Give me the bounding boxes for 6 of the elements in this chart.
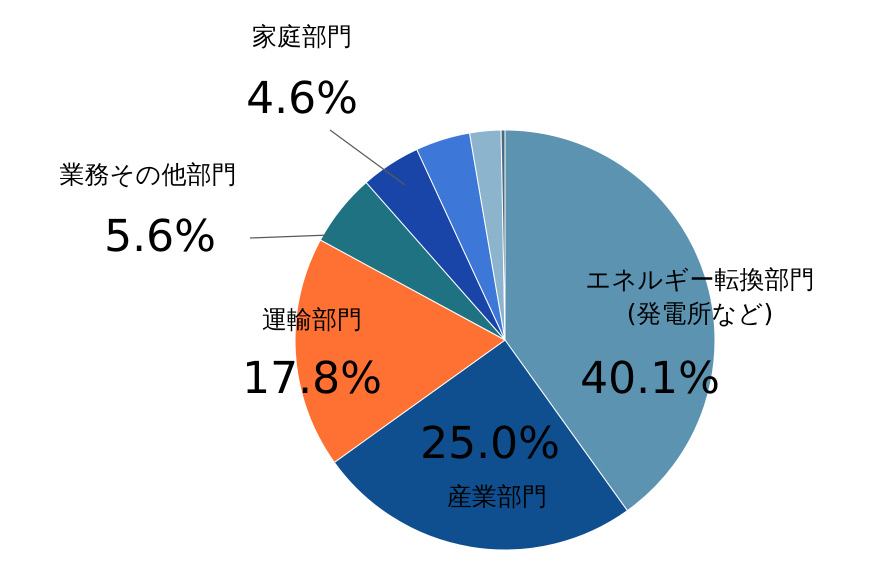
slice-label: 産業部門 — [447, 482, 547, 511]
data-label: 4.6% — [246, 73, 358, 124]
data-label: 25.0% — [420, 418, 560, 469]
slice-label: 家庭部門 — [252, 22, 352, 51]
slice-label: 業務その他部門 — [60, 160, 236, 189]
data-label: 5.6% — [104, 211, 216, 262]
